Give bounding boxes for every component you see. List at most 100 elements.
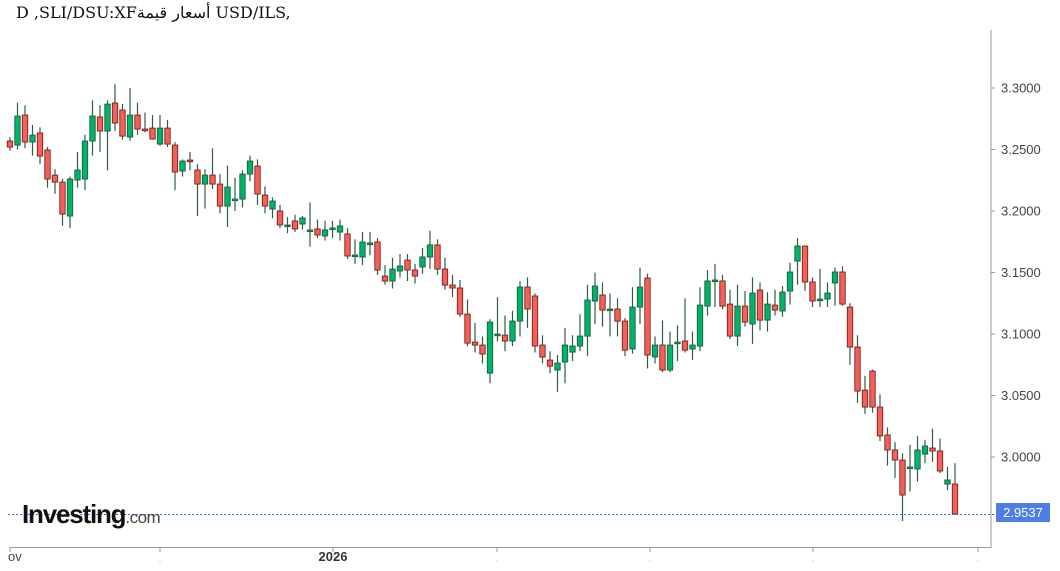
- candle-body: [149, 127, 156, 140]
- chart-title: D ,SLI/DSU:XFأسعار قيمة USD/ILS,: [16, 3, 291, 22]
- candle: [764, 292, 771, 332]
- candle-body: [516, 286, 524, 322]
- candle-body: [816, 298, 824, 302]
- candle: [659, 320, 666, 373]
- candle: [906, 444, 914, 492]
- candle: [51, 169, 59, 194]
- candle: [824, 282, 831, 307]
- x-tick-dot: [496, 560, 498, 562]
- candle-body: [839, 271, 846, 305]
- candle: [471, 322, 479, 353]
- candle-body: [51, 174, 59, 183]
- last-price-badge: 2.9537: [996, 503, 1050, 522]
- candle-body: [764, 303, 771, 321]
- candle: [839, 266, 846, 306]
- candle-body: [306, 229, 314, 232]
- candle-body: [291, 220, 299, 230]
- candle-body: [179, 160, 186, 172]
- candle: [516, 281, 524, 337]
- candle-body: [524, 286, 531, 310]
- candle-body: [831, 271, 839, 284]
- candle: [314, 219, 321, 239]
- candle-body: [381, 275, 389, 282]
- candle-body: [869, 370, 876, 408]
- candle-body: [389, 268, 396, 282]
- candle-body: [6, 140, 14, 148]
- x-tick-dot: [649, 560, 651, 562]
- candle-body: [194, 169, 201, 185]
- candle-body: [224, 186, 231, 207]
- candle: [299, 215, 306, 230]
- candle-body: [884, 434, 891, 451]
- candle-body: [749, 292, 756, 325]
- candle-body: [216, 183, 224, 207]
- candle-body: [546, 359, 554, 367]
- candle: [539, 335, 546, 364]
- candle: [359, 231, 366, 266]
- candle: [74, 151, 81, 188]
- candle-body: [336, 225, 344, 233]
- candle: [719, 274, 726, 310]
- candle-body: [134, 114, 141, 130]
- candle: [749, 277, 756, 344]
- candle-body: [666, 344, 674, 371]
- candle: [201, 169, 209, 209]
- candle: [696, 287, 704, 352]
- candle-body: [471, 341, 479, 346]
- candle: [674, 325, 681, 362]
- candle-body: [59, 181, 66, 215]
- candle: [831, 267, 839, 306]
- candle-body: [359, 241, 366, 258]
- candle: [689, 331, 696, 360]
- candle: [711, 263, 719, 307]
- candle-body: [479, 344, 486, 355]
- candle: [569, 335, 576, 362]
- candle: [734, 284, 741, 347]
- candle-body: [704, 280, 711, 307]
- candle: [801, 245, 809, 291]
- logo-main: Investing: [22, 499, 127, 529]
- candle: [681, 298, 689, 353]
- candle-body: [899, 459, 906, 496]
- candle: [14, 102, 21, 150]
- candle: [351, 239, 359, 264]
- candle-body: [434, 244, 441, 270]
- candle-body: [509, 320, 516, 342]
- candle: [276, 204, 284, 229]
- y-tick-label: 3.0000: [1001, 450, 1041, 465]
- candle-body: [344, 233, 351, 257]
- candle-body: [921, 445, 929, 455]
- candle-body: [89, 115, 96, 142]
- candle: [884, 427, 891, 466]
- candle: [576, 314, 584, 352]
- candle-body: [876, 406, 884, 437]
- candle: [134, 102, 141, 135]
- candle-body: [201, 174, 209, 185]
- candle-body: [246, 160, 254, 175]
- candle: [374, 238, 381, 275]
- candle: [141, 112, 149, 133]
- candle: [306, 202, 314, 247]
- candle: [816, 268, 824, 307]
- candle-body: [846, 306, 854, 348]
- candle-body: [891, 449, 899, 461]
- candle-body: [786, 271, 794, 292]
- candle: [411, 263, 419, 284]
- candle: [44, 147, 51, 188]
- candle: [419, 247, 426, 274]
- candle: [89, 100, 96, 156]
- candle: [606, 293, 614, 337]
- candle-body: [299, 217, 306, 225]
- candle-body: [794, 245, 801, 262]
- candle: [426, 230, 434, 269]
- candle-body: [576, 335, 584, 347]
- candle-body: [734, 305, 741, 337]
- candle: [509, 310, 516, 347]
- candle: [554, 354, 561, 392]
- candle-body: [261, 194, 269, 207]
- candle-body: [269, 200, 276, 210]
- candle: [794, 238, 801, 285]
- candle-body: [719, 280, 726, 307]
- candle: [666, 331, 674, 373]
- candle: [936, 438, 944, 473]
